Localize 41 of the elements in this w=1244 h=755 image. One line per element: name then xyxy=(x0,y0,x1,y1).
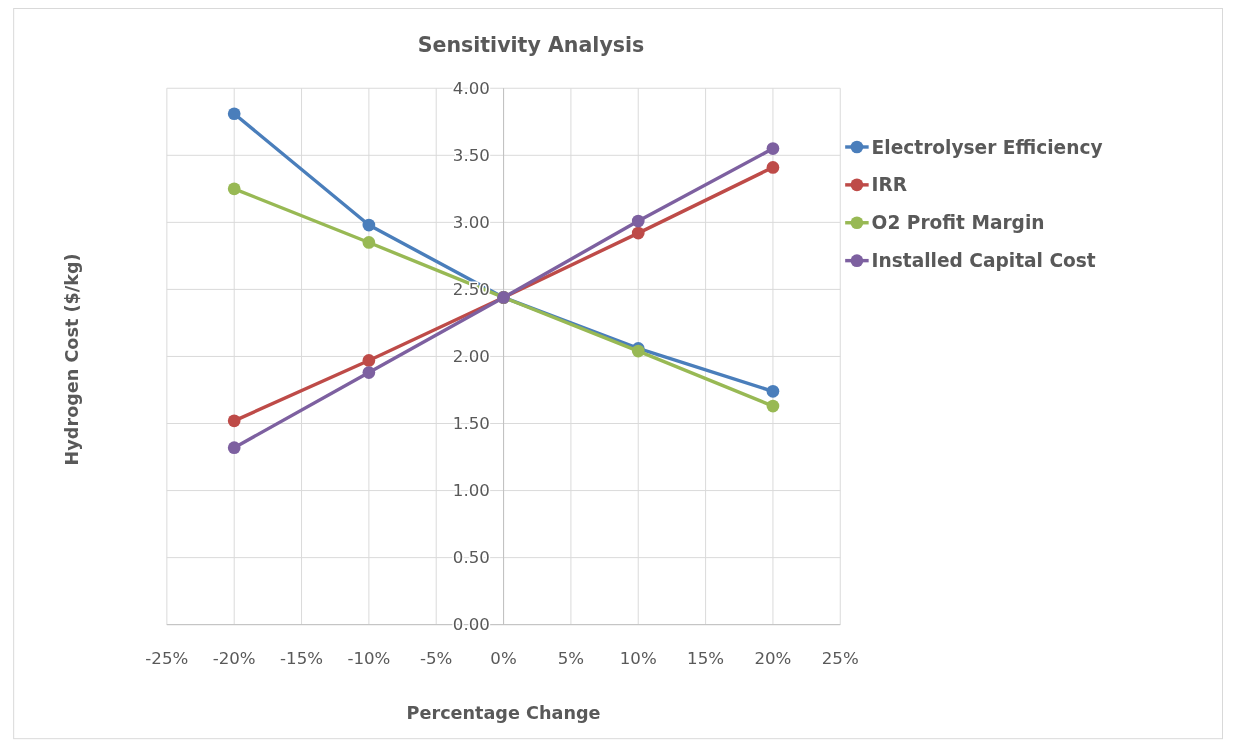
y-tick-label: 1.50 xyxy=(452,414,490,434)
chart-title: Sensitivity Analysis xyxy=(417,33,645,58)
y-tick-label: 0.50 xyxy=(452,548,490,568)
legend-label: IRR xyxy=(871,174,908,196)
point xyxy=(227,107,241,121)
y-tick-label: 0.00 xyxy=(452,615,490,635)
point xyxy=(362,354,376,367)
legend-label: Electrolyser Efficiency xyxy=(871,136,1103,158)
x-tick-label: -5% xyxy=(420,648,453,668)
point xyxy=(227,182,241,196)
legend-label: Installed Capital Cost xyxy=(871,250,1096,272)
point xyxy=(362,236,376,249)
point xyxy=(766,399,780,413)
y-tick-label: 3.50 xyxy=(452,146,490,166)
point xyxy=(766,161,780,174)
point xyxy=(766,142,780,155)
point xyxy=(227,414,241,428)
x-tick-label: 20% xyxy=(754,648,792,668)
y-tick-label: 2.50 xyxy=(452,280,490,300)
point xyxy=(362,218,376,232)
x-tick-label: -20% xyxy=(212,648,256,668)
x-axis-title: Percentage Change xyxy=(406,702,601,723)
point xyxy=(227,441,241,454)
point xyxy=(631,226,645,240)
x-tick-label: -25% xyxy=(145,648,189,668)
x-tick-label: -15% xyxy=(280,648,324,668)
y-tick-label: 4.00 xyxy=(452,79,490,99)
x-tick-label: -10% xyxy=(347,648,391,668)
point xyxy=(362,366,376,379)
y-tick-label: 1.00 xyxy=(452,481,490,501)
y-tick-label: 2.00 xyxy=(452,347,490,367)
x-tick-label: 5% xyxy=(557,648,585,668)
y-axis-title: Hydrogen Cost ($/kg) xyxy=(61,253,82,466)
point xyxy=(631,214,645,228)
y-tick-label: 3.00 xyxy=(452,213,490,233)
x-tick-label: 15% xyxy=(687,648,725,668)
x-tick-label: 10% xyxy=(619,648,657,668)
legend-label: O2 Profit Margin xyxy=(871,212,1045,234)
x-tick-label: 25% xyxy=(821,648,859,668)
point xyxy=(766,384,780,398)
x-tick-label: 0% xyxy=(490,648,517,668)
